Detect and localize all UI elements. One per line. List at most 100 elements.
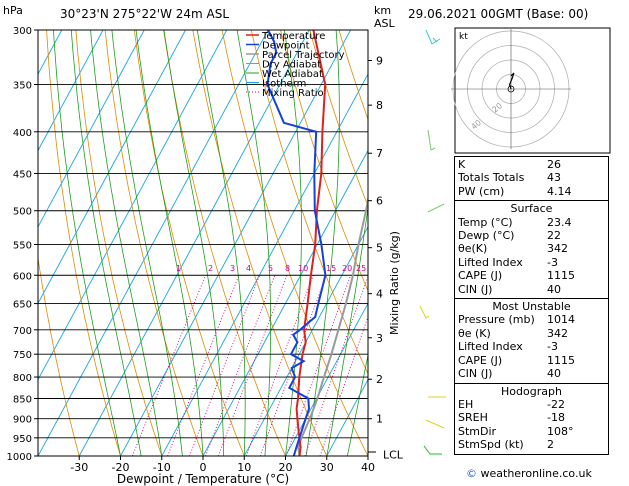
sreh-value: -18 [547,411,565,425]
totals-value: 43 [547,171,561,185]
k-value: 26 [547,158,561,171]
mixing-ratio-label: 1 [176,264,181,273]
pw-label: PW (cm) [458,184,505,198]
mixing-ratio-line [217,275,288,456]
mixing-ratio-label: 10 [298,264,308,273]
pressure-tick-label: 700 [13,326,32,337]
legend: Temperature Dewpoint Parcel Trajectory D… [246,31,345,99]
unstable-title: Most Unstable [492,300,571,314]
dry-adiabat-lines [38,30,368,456]
altitude-tick-label: 1 [376,413,383,426]
isotherm-line [38,30,269,456]
legend-dewpoint: Dewpoint [262,41,310,52]
mixing-ratio-label: 15 [326,264,336,273]
unstable-cin-label: CIN (J) [458,367,493,381]
legend-isotherm: Isotherm [262,79,306,90]
altitude-tick-label: 3 [376,332,383,345]
altitude-axis: 9 8 7 6 5 4 3 2 1 LCL [368,54,404,462]
profile-series [266,30,368,456]
isotherm-line [38,30,187,305]
hodograph-box: Hodograph EH -22 SREH -18 StmDir 108° StmSp… [454,383,609,455]
surface-li-value: -3 [547,255,558,269]
hodograph-title: Hodograph [501,384,562,398]
stmdir-value: 108° [547,424,574,438]
isotherm-lines [38,30,368,456]
pressure-tick-label: 300 [13,26,32,37]
mixing-ratio-axis-title: Mixing Ratio (g/kg) [388,231,401,335]
temperature-axis: -30 -20 -10 0 10 20 30 40 [70,456,375,474]
stmdir-label: StmDir [458,424,497,438]
wet-adiabat-lines [53,30,368,456]
k-label: K [458,158,466,171]
temperature-tick-label: 40 [361,461,375,474]
unstable-cape-value: 1115 [547,353,575,367]
dry-adiabat-line [250,30,368,375]
mixing-ratio-labels: 1 2 3 4 5 8 10 15 20 25 [176,264,366,273]
mixing-ratio-label: 2 [208,264,213,273]
surface-temp-value: 23.4 [547,215,572,229]
hodograph-frame [454,27,611,154]
dry-adiabat-line [338,30,368,121]
surface-dewp-value: 22 [547,229,561,243]
sreh-label: SREH [458,411,488,425]
unstable-theta-label: θe (K) [458,326,491,340]
pressure-tick-label: 750 [13,350,32,361]
dry-adiabat-line [104,30,204,456]
isotherm-line [243,225,368,456]
altitude-tick-label: 7 [376,147,383,160]
surface-cin-value: 40 [547,282,561,296]
stats-panel: K 26 Totals Totals 43 PW (cm) 4.14 Surface … [454,156,609,455]
wet-adiabat-line [90,30,163,456]
asl-label: ASL [374,17,396,30]
isotherm-line [202,149,368,456]
isotherm-line [285,302,368,456]
wind-barb [419,305,430,319]
temperature-tick-label: -10 [153,461,171,474]
surface-theta-value: 342 [547,242,568,256]
mixing-ratio-label: 20 [342,264,352,273]
surface-cape-label: CAPE (J) [458,269,503,283]
mixing-ratio-label: 5 [268,264,273,273]
pressure-tick-label: 500 [13,207,32,218]
unstable-cin-value: 40 [547,367,561,381]
x-axis-title: Dewpoint / Temperature (°C) [117,472,289,486]
footer-credit[interactable]: © weatheronline.co.uk [466,467,592,480]
mixing-ratio-line [319,315,368,456]
hodograph-unit: kt [459,32,468,42]
pw-value: 4.14 [547,184,572,198]
hodograph: kt 20 40 [451,27,611,154]
altitude-tick-label: LCL [383,449,404,462]
eh-value: -22 [547,397,565,411]
dry-adiabat-line [309,30,368,207]
dry-adiabat-line [221,30,368,456]
wind-barb [425,29,441,45]
unstable-theta-value: 342 [547,326,568,340]
altitude-tick-label: 9 [376,54,383,67]
wet-adiabat-line [111,30,183,456]
mixing-ratio-line [205,275,276,456]
wet-adiabat-line [135,30,204,456]
km-label: km [374,4,391,17]
surface-li-label: Lifted Index [458,255,523,269]
pressure-axis: 300 350 400 450 500 550 600 650 700 750 800 850 900 9… [7,26,38,463]
temperature-tick-label: 20 [279,461,293,474]
isotherm-line [78,30,310,456]
pressure-tick-label: 900 [13,415,32,426]
dry-adiabat-line [192,30,328,456]
stmspd-label: StmSpd (kt) [458,438,524,452]
wind-barb [425,419,445,429]
unstable-cape-label: CAPE (J) [458,353,503,367]
temperature-tick-label: 10 [237,461,251,474]
wet-adiabat-line [70,30,142,456]
temperature-tick-label: -20 [112,461,130,474]
isobar-lines [38,30,368,456]
wet-adiabat-line [236,30,271,456]
surface-theta-label: θe(K) [458,242,488,256]
wind-barb [427,203,445,213]
hodograph-storm-marker [507,85,515,93]
wind-barb [423,445,442,455]
wind-profile [419,29,446,455]
legend-mixing-ratio: Mixing Ratio [262,88,324,99]
surface-cape-value: 1115 [547,269,575,283]
dry-adiabat-line [46,30,121,456]
